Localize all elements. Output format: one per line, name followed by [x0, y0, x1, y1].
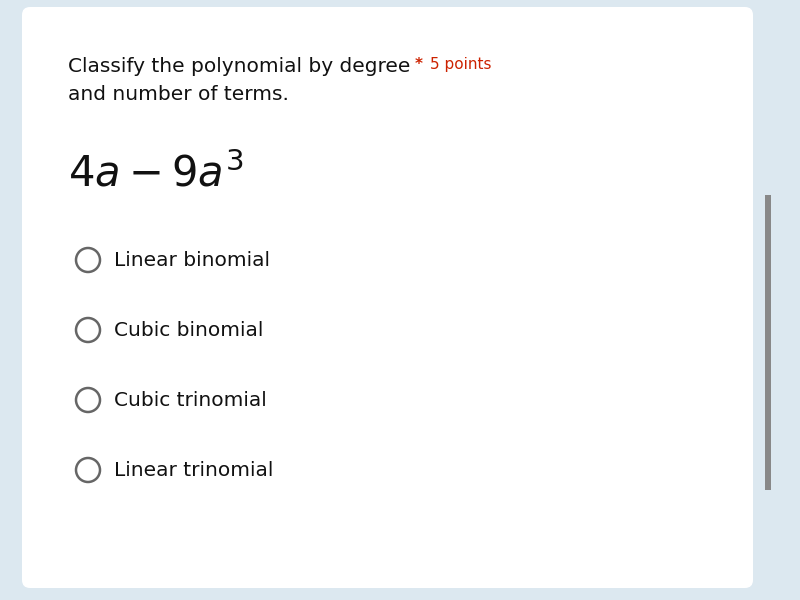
Text: 5 points: 5 points: [430, 57, 491, 72]
Text: Linear trinomial: Linear trinomial: [114, 461, 274, 479]
FancyBboxPatch shape: [22, 7, 753, 588]
Bar: [765, 195, 771, 490]
Text: and number of terms.: and number of terms.: [68, 85, 289, 104]
Text: $4a - 9a^3$: $4a - 9a^3$: [68, 153, 243, 196]
Text: *: *: [415, 57, 423, 72]
Text: Cubic binomial: Cubic binomial: [114, 320, 263, 340]
Text: Linear binomial: Linear binomial: [114, 251, 270, 269]
Text: Cubic trinomial: Cubic trinomial: [114, 391, 266, 409]
Text: Classify the polynomial by degree: Classify the polynomial by degree: [68, 57, 410, 76]
